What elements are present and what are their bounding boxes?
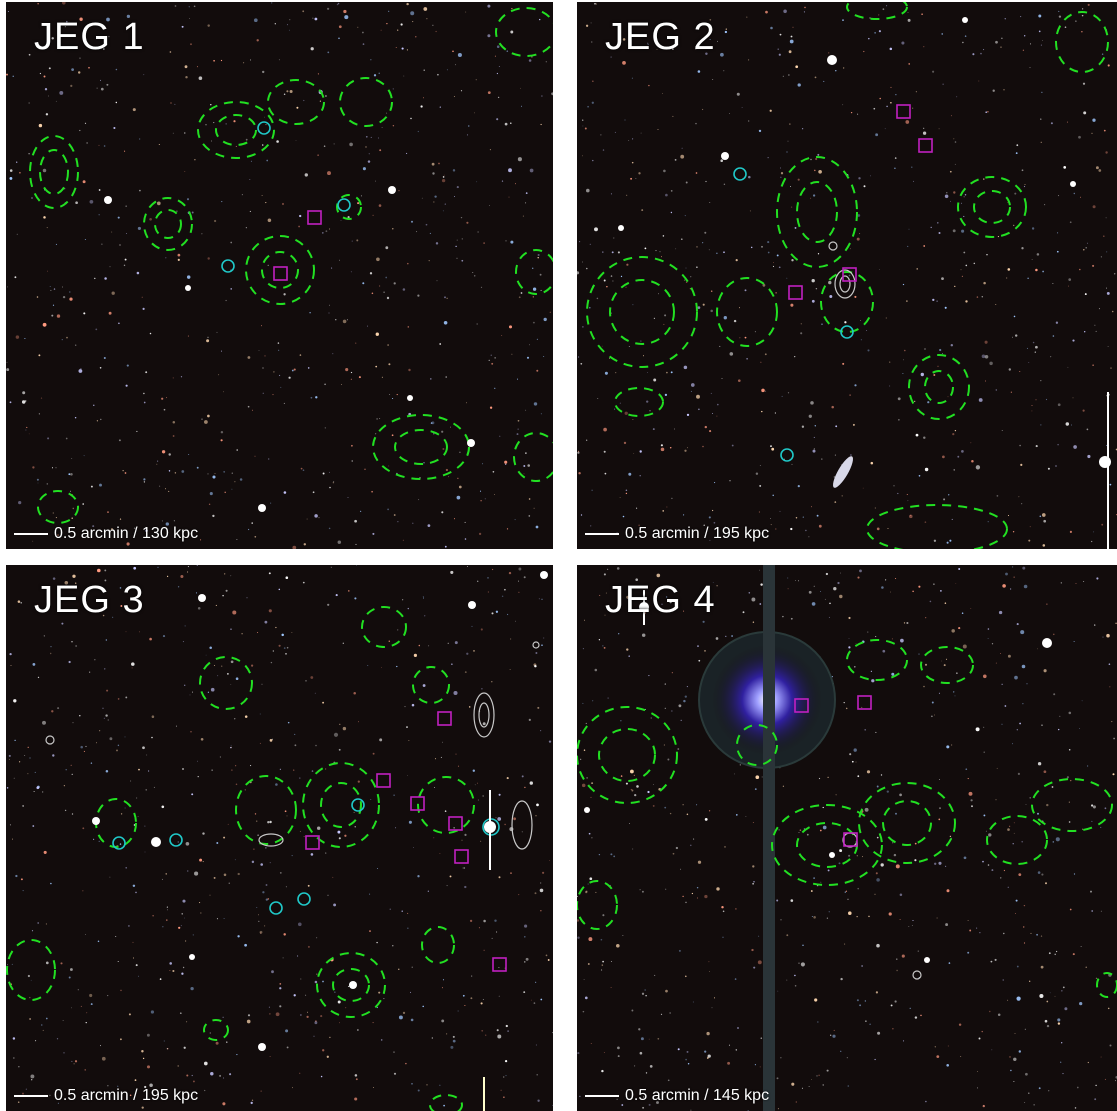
star-field (577, 2, 1117, 547)
scale-bar: 0.5 arcmin / 145 kpc (585, 1087, 769, 1105)
panel-jeg-1: JEG 1 0.5 arcmin / 130 kpc (6, 2, 553, 549)
scale-bar-label: 0.5 arcmin / 195 kpc (54, 1087, 199, 1104)
bright-stars (618, 17, 1111, 468)
lensing-contours (586, 2, 1109, 549)
panel-jeg-3: JEG 3 0.5 arcmin / 195 kpc (6, 565, 553, 1111)
bright-stars (92, 571, 548, 1051)
sky-field-image (577, 565, 1117, 1111)
xray-contours (828, 241, 856, 299)
scale-bar: 0.5 arcmin / 195 kpc (14, 1087, 198, 1105)
bright-stars (584, 602, 1052, 963)
scale-bar-label: 0.5 arcmin / 130 kpc (54, 525, 199, 542)
xray-contours (45, 641, 540, 850)
panel-title: JEG 3 (34, 579, 145, 621)
bright-stars (104, 186, 475, 512)
star-field (6, 565, 553, 1109)
scale-bar-line (585, 533, 619, 535)
edge-on-galaxy (833, 456, 853, 488)
magenta-square-markers (794, 695, 872, 847)
scale-bar: 0.5 arcmin / 130 kpc (14, 525, 198, 543)
magenta-square-markers (788, 104, 933, 300)
cyan-circle-markers (221, 121, 351, 273)
sky-field-image (6, 2, 553, 549)
panel-jeg-2: JEG 2 0.5 arcmin / 195 kpc (577, 2, 1117, 549)
panel-jeg-4: JEG 4 0.5 arcmin / 145 kpc (577, 565, 1117, 1111)
scale-bar-line (14, 1095, 48, 1097)
sky-field-image (577, 2, 1117, 549)
star-field (6, 2, 553, 549)
cyan-circle-markers (112, 798, 500, 915)
magenta-square-markers (273, 210, 322, 281)
lensing-contours (6, 606, 475, 1111)
scale-bar-label: 0.5 arcmin / 145 kpc (625, 1087, 770, 1104)
lensing-contours (577, 639, 1117, 998)
xray-contours (842, 832, 922, 980)
magenta-square-markers (305, 711, 507, 972)
scale-bar-line (585, 1095, 619, 1097)
scale-bar: 0.5 arcmin / 195 kpc (585, 525, 769, 543)
panel-title: JEG 2 (605, 16, 716, 58)
scale-bar-label: 0.5 arcmin / 195 kpc (625, 525, 770, 542)
ccd-bleed-column (763, 565, 775, 1111)
cyan-circle-markers (733, 167, 854, 462)
panel-title: JEG 4 (605, 579, 716, 621)
panel-title: JEG 1 (34, 16, 145, 58)
lensing-contours (29, 7, 553, 524)
star-field (577, 566, 1117, 1111)
sky-field-image (6, 565, 553, 1111)
scale-bar-line (14, 533, 48, 535)
